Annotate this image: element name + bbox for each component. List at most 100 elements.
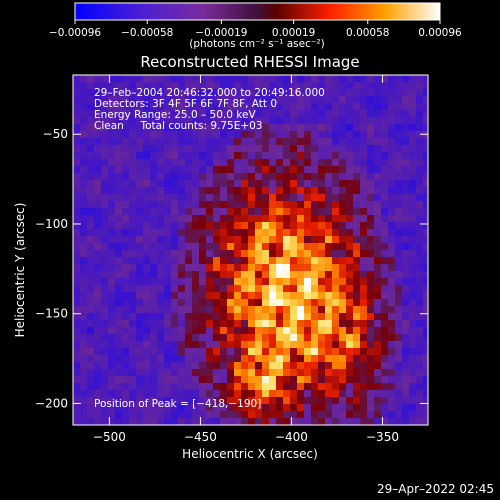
heatmap-cell xyxy=(360,215,368,223)
heatmap-cell xyxy=(311,159,319,167)
heatmap-cell xyxy=(206,285,214,293)
heatmap-cell xyxy=(178,264,186,272)
heatmap-cell xyxy=(297,292,305,300)
heatmap-cell xyxy=(73,341,81,349)
heatmap-cell xyxy=(353,159,361,167)
heatmap-cell xyxy=(416,383,424,391)
heatmap-cell xyxy=(360,229,368,237)
heatmap-cell xyxy=(381,313,389,321)
heatmap-cell xyxy=(402,75,410,83)
heatmap-cell xyxy=(248,152,256,160)
heatmap-cell xyxy=(206,75,214,83)
heatmap-cell xyxy=(129,187,137,195)
heatmap-cell xyxy=(283,404,291,412)
heatmap-cell xyxy=(227,404,235,412)
heatmap-cell xyxy=(416,75,424,83)
heatmap-cell xyxy=(276,82,284,90)
heatmap-cell xyxy=(157,208,165,216)
heatmap-cell xyxy=(206,355,214,363)
heatmap-cell xyxy=(136,222,144,230)
heatmap-cell xyxy=(416,180,424,188)
heatmap-cell xyxy=(171,145,179,153)
heatmap-cell xyxy=(178,355,186,363)
heatmap-cell xyxy=(325,96,333,104)
heatmap-cell xyxy=(206,222,214,230)
heatmap-cell xyxy=(255,369,263,377)
heatmap-cell xyxy=(73,89,81,97)
heatmap-cell xyxy=(388,173,396,181)
heatmap-cell xyxy=(325,299,333,307)
heatmap-cell xyxy=(283,376,291,384)
heatmap-cell xyxy=(416,138,424,146)
heatmap-cell xyxy=(101,292,109,300)
heatmap-cell xyxy=(129,201,137,209)
heatmap-cell xyxy=(402,320,410,328)
heatmap-cell xyxy=(108,243,116,251)
heatmap-cell xyxy=(409,180,417,188)
heatmap-cell xyxy=(248,229,256,237)
heatmap-cell xyxy=(332,355,340,363)
heatmap-cell xyxy=(367,271,375,279)
heatmap-cell xyxy=(115,250,123,258)
heatmap-cell xyxy=(353,355,361,363)
heatmap-cell xyxy=(248,250,256,258)
heatmap-cell xyxy=(276,103,284,111)
heatmap-cell xyxy=(87,292,95,300)
heatmap-cell xyxy=(164,355,172,363)
heatmap-cell xyxy=(164,383,172,391)
heatmap-cell xyxy=(346,75,354,83)
heatmap-cell xyxy=(346,117,354,125)
heatmap-cell xyxy=(164,215,172,223)
heatmap-cell xyxy=(297,187,305,195)
heatmap-cell xyxy=(185,278,193,286)
heatmap-cell xyxy=(234,89,242,97)
heatmap-cell xyxy=(353,369,361,377)
heatmap-cell xyxy=(206,124,214,132)
heatmap-cell xyxy=(360,194,368,202)
heatmap-cell xyxy=(171,96,179,104)
heatmap-cell xyxy=(283,96,291,104)
heatmap-cell xyxy=(318,236,326,244)
heatmap-cell xyxy=(283,145,291,153)
heatmap-cell xyxy=(409,208,417,216)
heatmap-cell xyxy=(192,103,200,111)
heatmap-cell xyxy=(199,362,207,370)
heatmap-cell xyxy=(276,306,284,314)
heatmap-cell xyxy=(94,89,102,97)
heatmap-cell xyxy=(122,187,130,195)
heatmap-cell xyxy=(143,411,151,419)
heatmap-cell xyxy=(192,96,200,104)
heatmap-cell xyxy=(178,250,186,258)
heatmap-cell xyxy=(276,243,284,251)
heatmap-cell xyxy=(416,285,424,293)
heatmap-cell xyxy=(262,82,270,90)
heatmap-cell xyxy=(346,397,354,405)
heatmap-cell xyxy=(276,320,284,328)
heatmap-cell xyxy=(234,138,242,146)
heatmap-cell xyxy=(122,152,130,160)
heatmap-cell xyxy=(269,376,277,384)
heatmap-cell xyxy=(115,341,123,349)
heatmap-cell xyxy=(297,376,305,384)
heatmap-cell xyxy=(171,250,179,258)
heatmap-cell xyxy=(423,362,428,370)
heatmap-cell xyxy=(367,208,375,216)
heatmap-cell xyxy=(115,404,123,412)
heatmap-cell xyxy=(346,166,354,174)
heatmap-cell xyxy=(346,89,354,97)
heatmap-cell xyxy=(171,292,179,300)
heatmap-cell xyxy=(409,411,417,419)
heatmap-cell xyxy=(108,376,116,384)
heatmap-cell xyxy=(304,145,312,153)
heatmap-cell xyxy=(227,362,235,370)
heatmap-cell xyxy=(402,341,410,349)
heatmap-cell xyxy=(129,292,137,300)
heatmap-cell xyxy=(360,243,368,251)
heatmap-cell xyxy=(171,271,179,279)
heatmap-cell xyxy=(360,278,368,286)
heatmap-cell xyxy=(367,418,375,425)
heatmap-cell xyxy=(276,96,284,104)
heatmap-cell xyxy=(367,215,375,223)
heatmap-cell xyxy=(353,180,361,188)
heatmap-cell xyxy=(248,271,256,279)
